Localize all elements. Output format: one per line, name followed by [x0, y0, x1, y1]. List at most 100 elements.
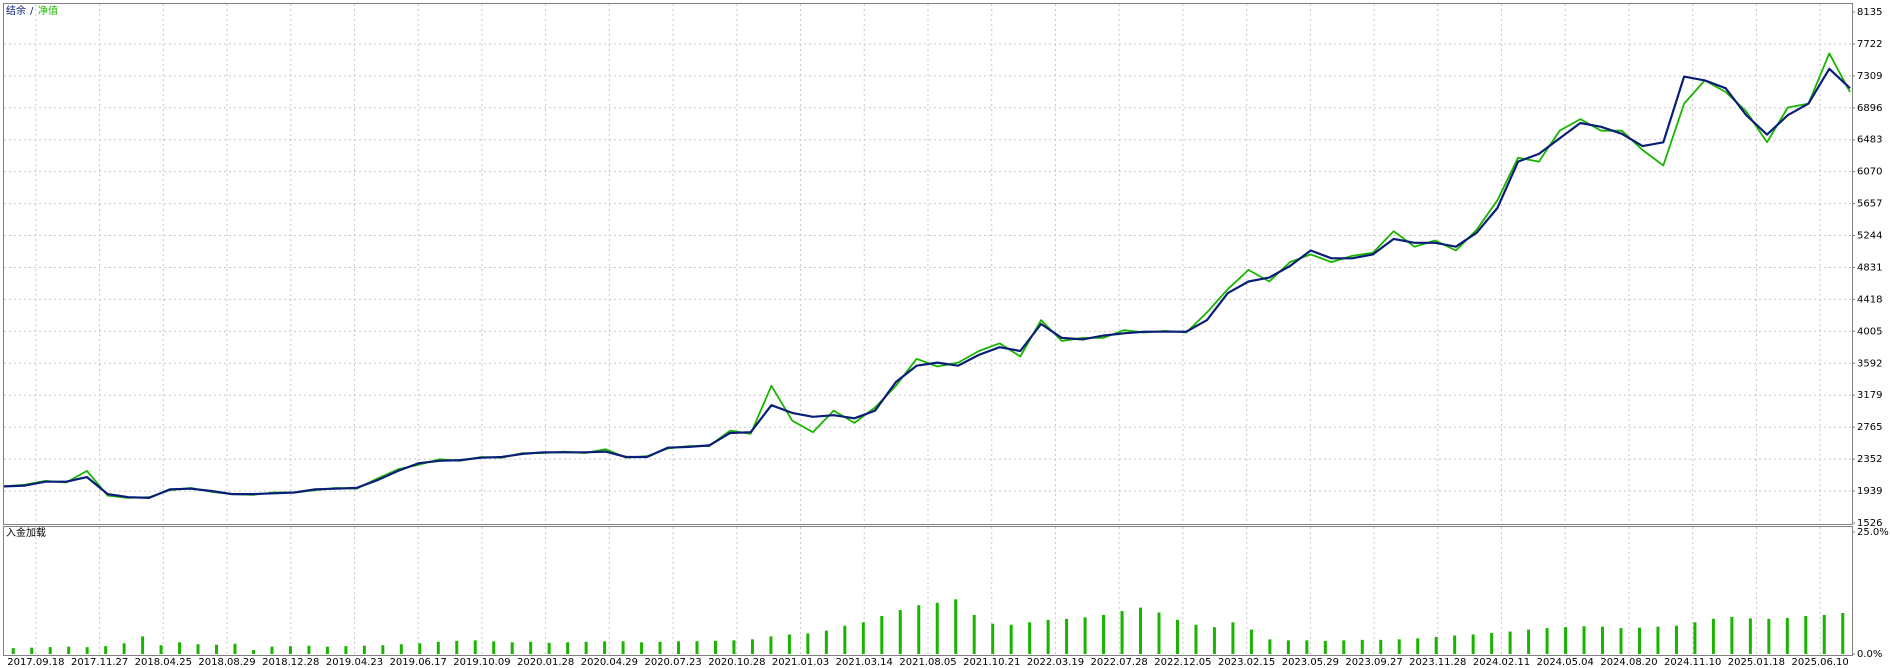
x-tick-label: 2020.01.28	[517, 657, 574, 668]
y-tick-label: 3592	[1857, 358, 1882, 369]
bar	[566, 642, 570, 654]
bar	[806, 633, 810, 654]
x-tick-label: 2024.11.10	[1664, 657, 1721, 668]
bar	[1102, 614, 1106, 654]
x-tick-label: 2017.09.18	[7, 657, 64, 668]
x-tick-label: 2021.08.05	[899, 657, 956, 668]
bar	[1434, 636, 1438, 654]
bar	[1157, 612, 1161, 654]
bar	[344, 646, 348, 654]
bar	[48, 647, 52, 654]
bar	[1120, 611, 1124, 654]
bar	[1268, 639, 1272, 654]
bar	[769, 636, 773, 654]
bar	[1674, 625, 1678, 654]
x-tick-label: 2023.09.27	[1345, 657, 1402, 668]
y-tick-label: 6070	[1857, 167, 1882, 178]
x-tick-label: 2018.08.29	[198, 657, 255, 668]
bar	[1416, 638, 1420, 654]
bar	[1046, 619, 1050, 654]
legend-entry: 净值	[38, 4, 58, 17]
x-tick-label: 2025.06.10	[1792, 657, 1849, 668]
x-tick-label: 2022.07.28	[1091, 657, 1148, 668]
y-tick-label: 8135	[1857, 7, 1882, 18]
legend-entry: 结余	[6, 4, 26, 17]
bar	[325, 646, 329, 654]
bar	[1564, 627, 1568, 654]
bar	[898, 610, 902, 654]
bar	[713, 640, 717, 654]
bar	[436, 641, 440, 654]
bar	[1693, 622, 1697, 654]
load-panel-frame	[3, 526, 1853, 656]
bar	[418, 643, 422, 654]
x-tick-label: 2024.08.20	[1600, 657, 1657, 668]
bar	[972, 614, 976, 654]
bar	[1637, 627, 1641, 654]
bar	[640, 642, 644, 654]
bar	[141, 636, 145, 654]
bar	[159, 645, 163, 654]
bar	[824, 630, 828, 654]
main-panel-frame	[3, 3, 1853, 525]
y-tick-label: 1526	[1857, 518, 1882, 529]
x-tick-label: 2023.05.29	[1282, 657, 1339, 668]
bar	[1490, 633, 1494, 654]
x-tick-label: 2017.11.27	[71, 657, 128, 668]
y-tick-label: 5244	[1857, 231, 1882, 242]
bar	[677, 641, 681, 654]
x-tick-label: 2021.10.21	[963, 657, 1020, 668]
bar	[695, 641, 699, 654]
bar	[1009, 624, 1013, 654]
bar	[787, 634, 791, 654]
bar	[1249, 629, 1253, 654]
bar	[658, 641, 662, 654]
y-tick-label: 7309	[1857, 71, 1882, 82]
bar	[621, 641, 625, 654]
bar	[603, 641, 607, 654]
y-tick-label: 6896	[1857, 103, 1882, 114]
x-tick-label: 2021.01.03	[772, 657, 829, 668]
x-tick-label: 2023.02.15	[1218, 657, 1275, 668]
legend-separator: /	[30, 6, 34, 17]
bar	[1656, 626, 1660, 654]
bar	[1545, 628, 1549, 654]
bar	[399, 644, 403, 654]
x-tick-label: 2019.06.17	[390, 657, 447, 668]
x-tick-label: 2022.03.19	[1027, 657, 1084, 668]
bar	[1083, 617, 1087, 654]
y-tick-label: 2765	[1857, 422, 1882, 433]
bar	[547, 642, 551, 654]
bar	[1305, 640, 1309, 654]
bar	[30, 647, 34, 654]
bar	[178, 642, 182, 654]
bar	[1841, 613, 1845, 654]
bar	[529, 641, 533, 654]
bar	[492, 641, 496, 654]
bar	[362, 645, 366, 654]
bar	[1619, 628, 1623, 654]
bar	[917, 605, 921, 654]
bar	[1360, 639, 1364, 654]
x-tick-label: 2024.05.04	[1537, 657, 1594, 668]
x-tick-label: 2019.04.23	[326, 657, 383, 668]
bar	[215, 644, 219, 654]
bar	[1471, 634, 1475, 654]
y-tick-label: 0.0%	[1857, 649, 1882, 660]
x-tick-label: 2025.01.18	[1728, 657, 1785, 668]
y-tick-label: 4005	[1857, 326, 1882, 337]
x-tick-label: 2020.04.29	[581, 657, 638, 668]
bar	[233, 643, 237, 654]
x-tick-label: 2020.07.23	[644, 657, 701, 668]
bar	[104, 646, 108, 654]
bar	[1342, 640, 1346, 654]
bar	[381, 645, 385, 654]
bar	[1785, 617, 1789, 654]
bar	[288, 646, 292, 654]
y-tick-label: 6483	[1857, 135, 1882, 146]
x-tick-label: 2018.12.28	[262, 657, 319, 668]
bar	[1711, 618, 1715, 654]
bar	[1582, 626, 1586, 654]
bar	[935, 602, 939, 654]
